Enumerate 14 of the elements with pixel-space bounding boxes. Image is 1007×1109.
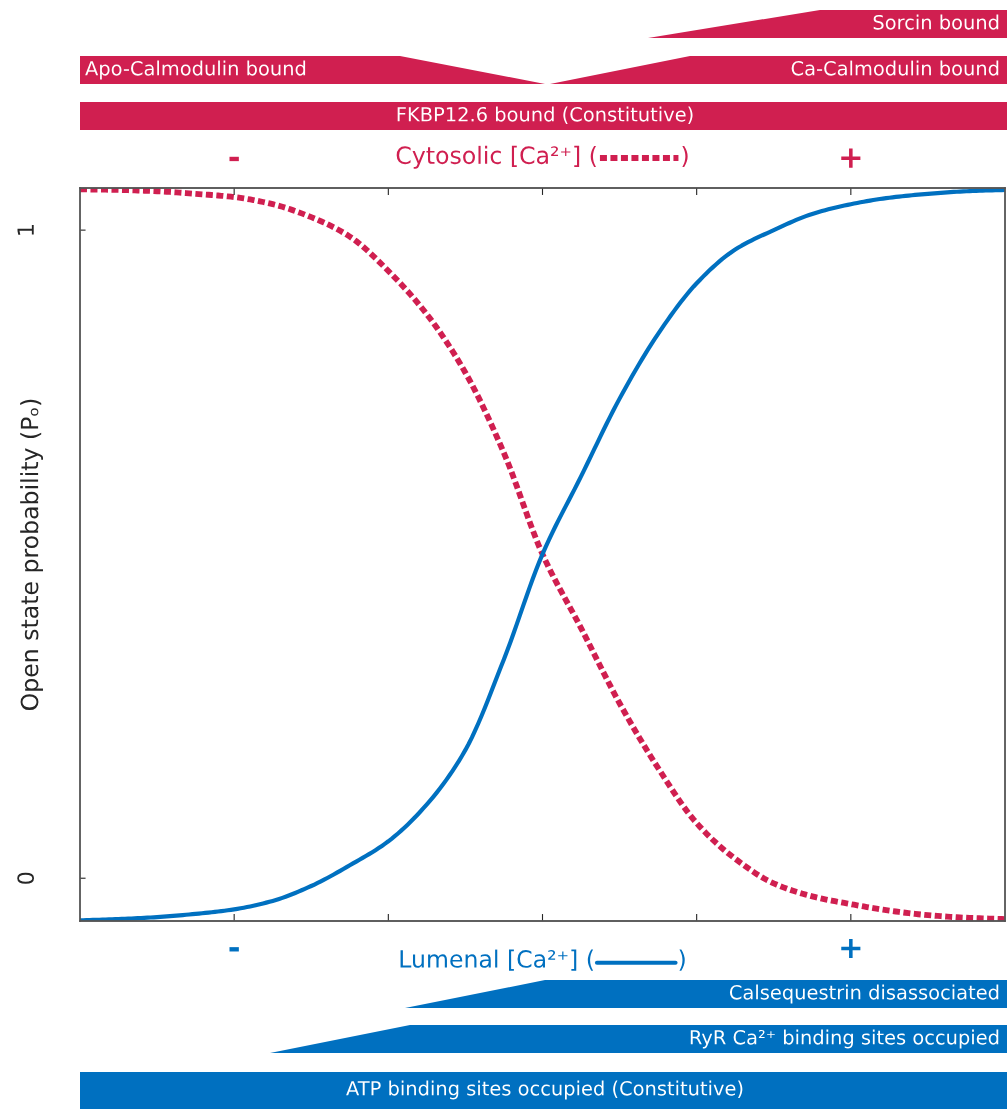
text: Calsequestrin disassociated: [729, 984, 999, 1004]
y-tick-label: 1: [17, 225, 34, 235]
text: Ca-Calmodulin bound: [791, 60, 999, 76]
text: FKBP12.6 bound (Constitutive): [397, 106, 693, 124]
x2-axis-title: Cytosolic [Ca²⁺] ( ): [396, 145, 688, 169]
x-axis-title: Lumenal [Ca²⁺] ( ): [400, 949, 685, 971]
text: Apo-Calmodulin bound: [85, 60, 306, 80]
text: Sorcin bound: [873, 14, 999, 30]
y-tick-label: 0: [17, 872, 35, 884]
y-axis-title: Open state probability (Pₒ): [20, 399, 43, 711]
category-label: -: [229, 156, 239, 162]
text: ATP binding sites occupied (Constitutive): [346, 1080, 743, 1100]
text: RyR Ca²⁺ binding sites occupied: [690, 1029, 999, 1049]
category-label: +: [841, 148, 861, 168]
